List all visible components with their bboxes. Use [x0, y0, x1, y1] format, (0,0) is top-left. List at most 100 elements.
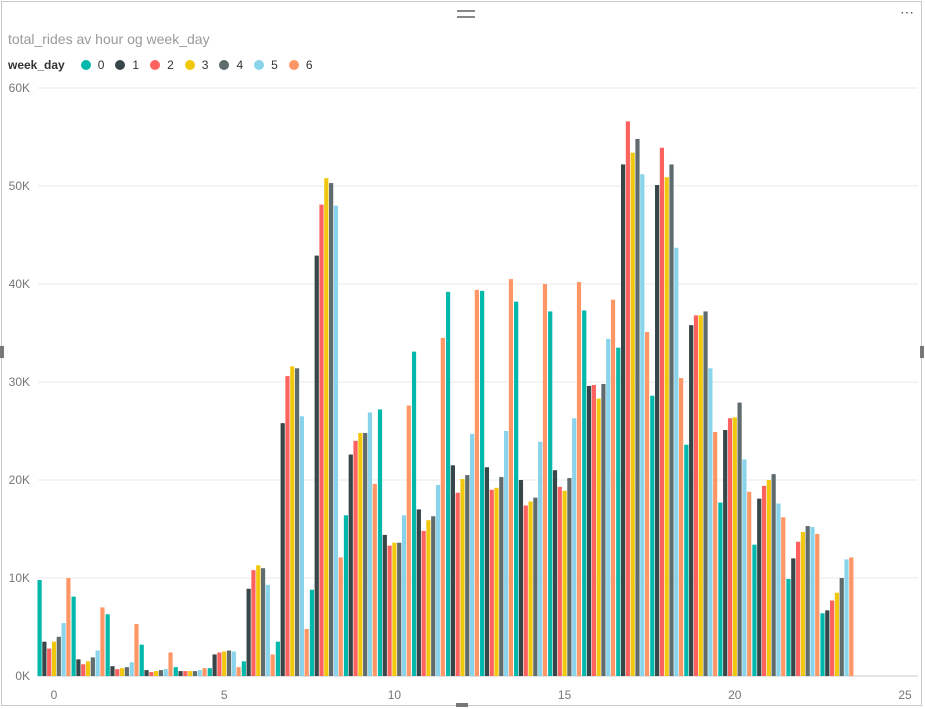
- bar[interactable]: [178, 671, 183, 676]
- bar[interactable]: [679, 378, 684, 676]
- bar[interactable]: [713, 431, 718, 676]
- bar[interactable]: [95, 650, 100, 676]
- bar[interactable]: [382, 534, 387, 676]
- bar[interactable]: [445, 291, 451, 676]
- bar[interactable]: [387, 545, 392, 676]
- bar[interactable]: [367, 412, 373, 676]
- bar[interactable]: [489, 489, 494, 676]
- bar[interactable]: [576, 282, 582, 676]
- bar[interactable]: [353, 440, 358, 676]
- resize-handle-bottom[interactable]: [456, 703, 468, 707]
- bar[interactable]: [849, 557, 854, 676]
- bar[interactable]: [669, 164, 674, 676]
- bar[interactable]: [786, 578, 791, 676]
- bar[interactable]: [791, 558, 796, 676]
- bar[interactable]: [542, 284, 548, 676]
- bar[interactable]: [124, 667, 129, 676]
- bar[interactable]: [655, 185, 660, 676]
- bar[interactable]: [110, 666, 115, 676]
- bar[interactable]: [460, 479, 465, 676]
- bar[interactable]: [119, 668, 125, 676]
- bar[interactable]: [800, 531, 805, 676]
- bar[interactable]: [723, 430, 728, 676]
- bar[interactable]: [197, 670, 202, 676]
- bar[interactable]: [66, 578, 71, 676]
- bar[interactable]: [392, 542, 397, 676]
- bar[interactable]: [698, 315, 703, 676]
- bar[interactable]: [693, 315, 699, 676]
- bar[interactable]: [830, 600, 835, 676]
- bar[interactable]: [450, 465, 455, 676]
- bar[interactable]: [319, 204, 324, 676]
- bar[interactable]: [810, 527, 815, 676]
- legend-item-3[interactable]: 3: [184, 58, 208, 72]
- bar[interactable]: [684, 444, 689, 676]
- bar[interactable]: [431, 516, 436, 676]
- bar[interactable]: [528, 501, 533, 676]
- bar[interactable]: [231, 651, 236, 677]
- bar[interactable]: [601, 383, 606, 676]
- bar[interactable]: [640, 174, 645, 677]
- bar[interactable]: [484, 467, 490, 676]
- bar[interactable]: [538, 441, 543, 676]
- bar[interactable]: [270, 654, 275, 676]
- bar[interactable]: [241, 661, 246, 676]
- bar[interactable]: [596, 398, 601, 676]
- bar[interactable]: [825, 610, 830, 676]
- bar[interactable]: [435, 484, 441, 676]
- bar[interactable]: [591, 384, 596, 676]
- bar[interactable]: [718, 502, 723, 676]
- bar[interactable]: [523, 505, 528, 676]
- bar[interactable]: [377, 409, 383, 676]
- bar[interactable]: [518, 480, 524, 676]
- bar[interactable]: [494, 487, 499, 676]
- legend-item-2[interactable]: 2: [150, 58, 174, 72]
- bar[interactable]: [333, 205, 339, 676]
- bar[interactable]: [90, 657, 95, 676]
- bar[interactable]: [440, 337, 445, 676]
- bar[interactable]: [115, 669, 120, 676]
- bar[interactable]: [650, 395, 655, 676]
- bar[interactable]: [226, 650, 232, 676]
- bar[interactable]: [625, 121, 630, 676]
- bar[interactable]: [154, 671, 159, 676]
- bar[interactable]: [406, 405, 411, 676]
- bar[interactable]: [689, 325, 694, 676]
- legend-item-4[interactable]: 4: [219, 58, 243, 72]
- bar[interactable]: [173, 667, 178, 676]
- bar[interactable]: [674, 247, 679, 677]
- bar[interactable]: [100, 607, 105, 676]
- bar[interactable]: [839, 578, 844, 676]
- bar[interactable]: [294, 368, 300, 676]
- bar[interactable]: [562, 490, 567, 676]
- bar[interactable]: [508, 279, 514, 676]
- legend-item-1[interactable]: 1: [115, 58, 139, 72]
- bar[interactable]: [212, 654, 217, 676]
- bar[interactable]: [727, 418, 733, 676]
- bar[interactable]: [572, 418, 577, 676]
- bar[interactable]: [635, 138, 640, 676]
- bar[interactable]: [552, 470, 558, 676]
- bar[interactable]: [280, 423, 285, 676]
- bar[interactable]: [742, 459, 747, 676]
- bar[interactable]: [275, 641, 280, 676]
- bar[interactable]: [265, 584, 270, 676]
- bar[interactable]: [732, 417, 737, 676]
- bar[interactable]: [533, 497, 538, 676]
- bar[interactable]: [630, 152, 635, 676]
- bar[interactable]: [290, 366, 295, 676]
- bar[interactable]: [158, 670, 164, 676]
- bar[interactable]: [348, 454, 353, 676]
- bar[interactable]: [37, 579, 42, 676]
- bar[interactable]: [610, 299, 616, 676]
- bar[interactable]: [56, 636, 61, 676]
- bar[interactable]: [757, 498, 762, 676]
- bar[interactable]: [795, 541, 801, 676]
- bar[interactable]: [329, 183, 334, 676]
- bar[interactable]: [260, 568, 266, 676]
- bar[interactable]: [304, 628, 309, 676]
- bar[interactable]: [781, 517, 786, 676]
- ellipsis-icon[interactable]: ⋯: [900, 4, 915, 20]
- bar[interactable]: [285, 376, 290, 676]
- bar[interactable]: [256, 565, 261, 676]
